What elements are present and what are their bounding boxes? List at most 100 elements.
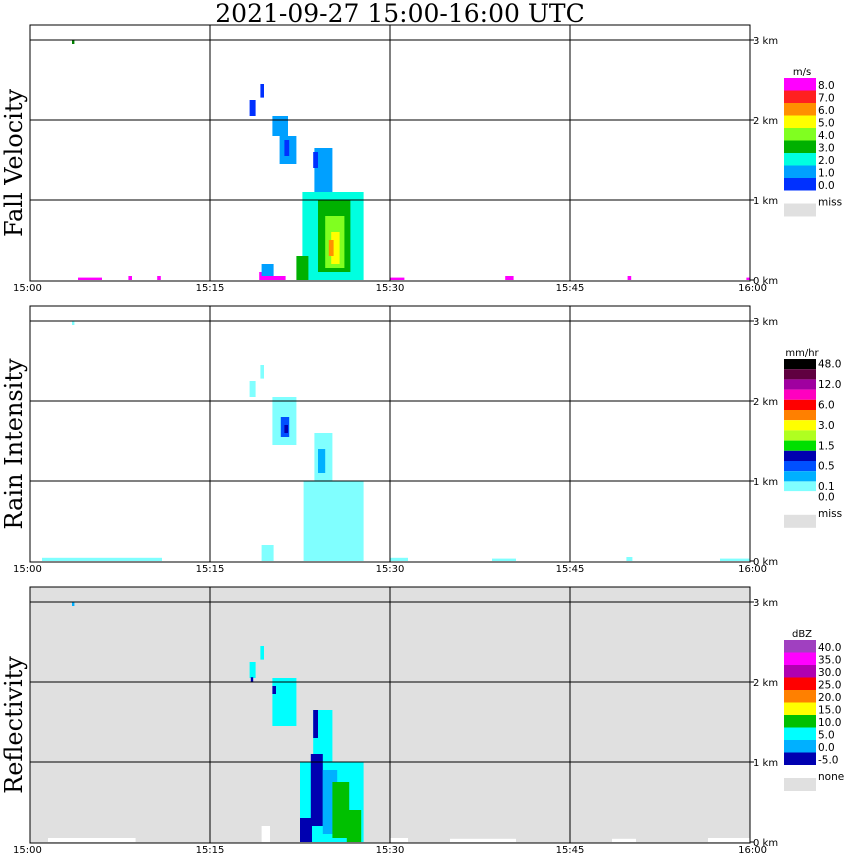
legend-swatch	[784, 389, 816, 400]
legend-swatch	[784, 410, 816, 421]
legend-swatch	[784, 665, 816, 678]
echo-cell	[332, 782, 350, 838]
echo-cell	[48, 838, 136, 842]
legend-label: 48.0	[818, 359, 841, 371]
legend-missing-swatch	[784, 203, 816, 217]
plot-frame	[29, 305, 751, 563]
echo-cell	[746, 277, 750, 280]
x-tick-label: 16:00	[738, 564, 767, 575]
legend-missing-label: none	[818, 771, 844, 783]
y-tick-label: 3 km	[753, 598, 778, 609]
echo-cell	[272, 116, 288, 136]
legend-swatch	[784, 640, 816, 653]
legend-label: 0.1	[818, 481, 835, 493]
echo-cell	[157, 276, 161, 280]
legend-swatch	[784, 471, 816, 482]
echo-cell	[346, 810, 362, 842]
echo-cell	[314, 148, 333, 192]
legend-label: 35.0	[818, 655, 841, 667]
legend-swatch	[784, 727, 816, 740]
legend-swatch	[784, 652, 816, 665]
legend-missing-swatch	[784, 514, 816, 528]
echo-cell	[284, 140, 290, 156]
legend-swatch	[784, 178, 816, 191]
legend-label: 1.5	[818, 440, 835, 452]
echo-cell	[626, 557, 633, 561]
echo-cell	[249, 662, 256, 678]
legend-swatch	[784, 140, 816, 153]
legend-label: 2.0	[818, 155, 835, 167]
legend-swatch	[784, 153, 816, 166]
echo-cell	[450, 838, 516, 842]
y-tick-label: 0 km	[753, 838, 778, 849]
x-tick-label: 15:15	[196, 564, 225, 575]
echo-cell	[270, 276, 286, 280]
y-tick-label: 2 km	[753, 678, 778, 689]
x-tick-label: 16:00	[738, 283, 767, 294]
legend-swatch	[784, 103, 816, 116]
legend-swatch	[784, 420, 816, 431]
legend-swatch	[784, 128, 816, 141]
legend-label: 7.0	[818, 93, 835, 105]
y-tick-label: 0 km	[753, 276, 778, 287]
legend-label: 3.0	[818, 143, 835, 155]
echo-cell	[720, 558, 750, 561]
legend-swatch	[784, 715, 816, 728]
legend-label: 0.5	[818, 461, 835, 473]
x-tick-label: 15:00	[13, 283, 42, 294]
chart-title: 2021-09-27 15:00-16:00 UTC	[215, 0, 585, 28]
echo-cell	[260, 646, 264, 660]
legend-unit: mm/hr	[785, 348, 819, 359]
legend-swatch	[784, 450, 816, 461]
echo-cell	[260, 84, 264, 98]
echo-cell	[612, 838, 636, 842]
echo-cell	[505, 276, 514, 280]
y-axis-label: Fall Velocity	[0, 89, 28, 238]
legend-label: -5.0	[818, 755, 839, 767]
echo-cell	[300, 818, 312, 842]
echo-cell	[390, 557, 408, 561]
legend-label: 5.0	[818, 730, 835, 742]
x-tick-label: 15:45	[556, 845, 585, 856]
echo-cell	[328, 240, 334, 256]
echo-cell	[318, 449, 326, 473]
y-tick-label: 2 km	[753, 397, 778, 408]
legend-missing-label: miss	[818, 197, 842, 209]
legend-label: 0.0	[818, 742, 835, 754]
y-axis-label: Reflectivity	[0, 656, 28, 794]
echo-cell	[261, 826, 270, 842]
echo-cell	[492, 558, 516, 561]
y-tick-label: 0 km	[753, 557, 778, 568]
x-tick-label: 15:45	[556, 283, 585, 294]
legend-swatch	[784, 677, 816, 690]
legend-label: 1.0	[818, 168, 835, 180]
legend-label: 10.0	[818, 717, 841, 729]
x-tick-label: 15:30	[376, 283, 405, 294]
echo-cell	[708, 838, 750, 842]
echo-cell	[272, 678, 297, 726]
panel-fall-velocity: 0 km 1 km 2 km 3 km 15:00 15:15 15:30 15:45 16:0…	[0, 24, 842, 294]
echo-cell	[42, 557, 162, 561]
x-tick-label: 15:30	[376, 564, 405, 575]
echo-cell	[284, 425, 288, 433]
echo-cell	[72, 321, 75, 325]
legend-swatch	[784, 78, 816, 91]
legend-swatch	[784, 369, 816, 380]
legend-label: 8.0	[818, 80, 835, 92]
legend-label: 6.0	[818, 400, 835, 412]
legend-label: 3.0	[818, 420, 835, 432]
echo-cell	[250, 677, 254, 682]
echo-cell	[249, 100, 256, 116]
echo-cell	[72, 40, 75, 44]
x-tick-label: 15:15	[196, 845, 225, 856]
echo-cell	[313, 710, 318, 738]
panel-rain-intensity: 0 km 1 km 2 km 3 km 15:00 15:15 15:30 15:45 16:0…	[0, 305, 842, 575]
echo-cell	[310, 754, 323, 826]
legend-swatch	[783, 491, 817, 503]
legend-swatch	[784, 165, 816, 178]
echo-cell	[390, 838, 408, 842]
y-tick-label: 3 km	[753, 36, 778, 47]
legend-swatch	[784, 481, 816, 492]
y-tick-label: 1 km	[753, 477, 778, 488]
